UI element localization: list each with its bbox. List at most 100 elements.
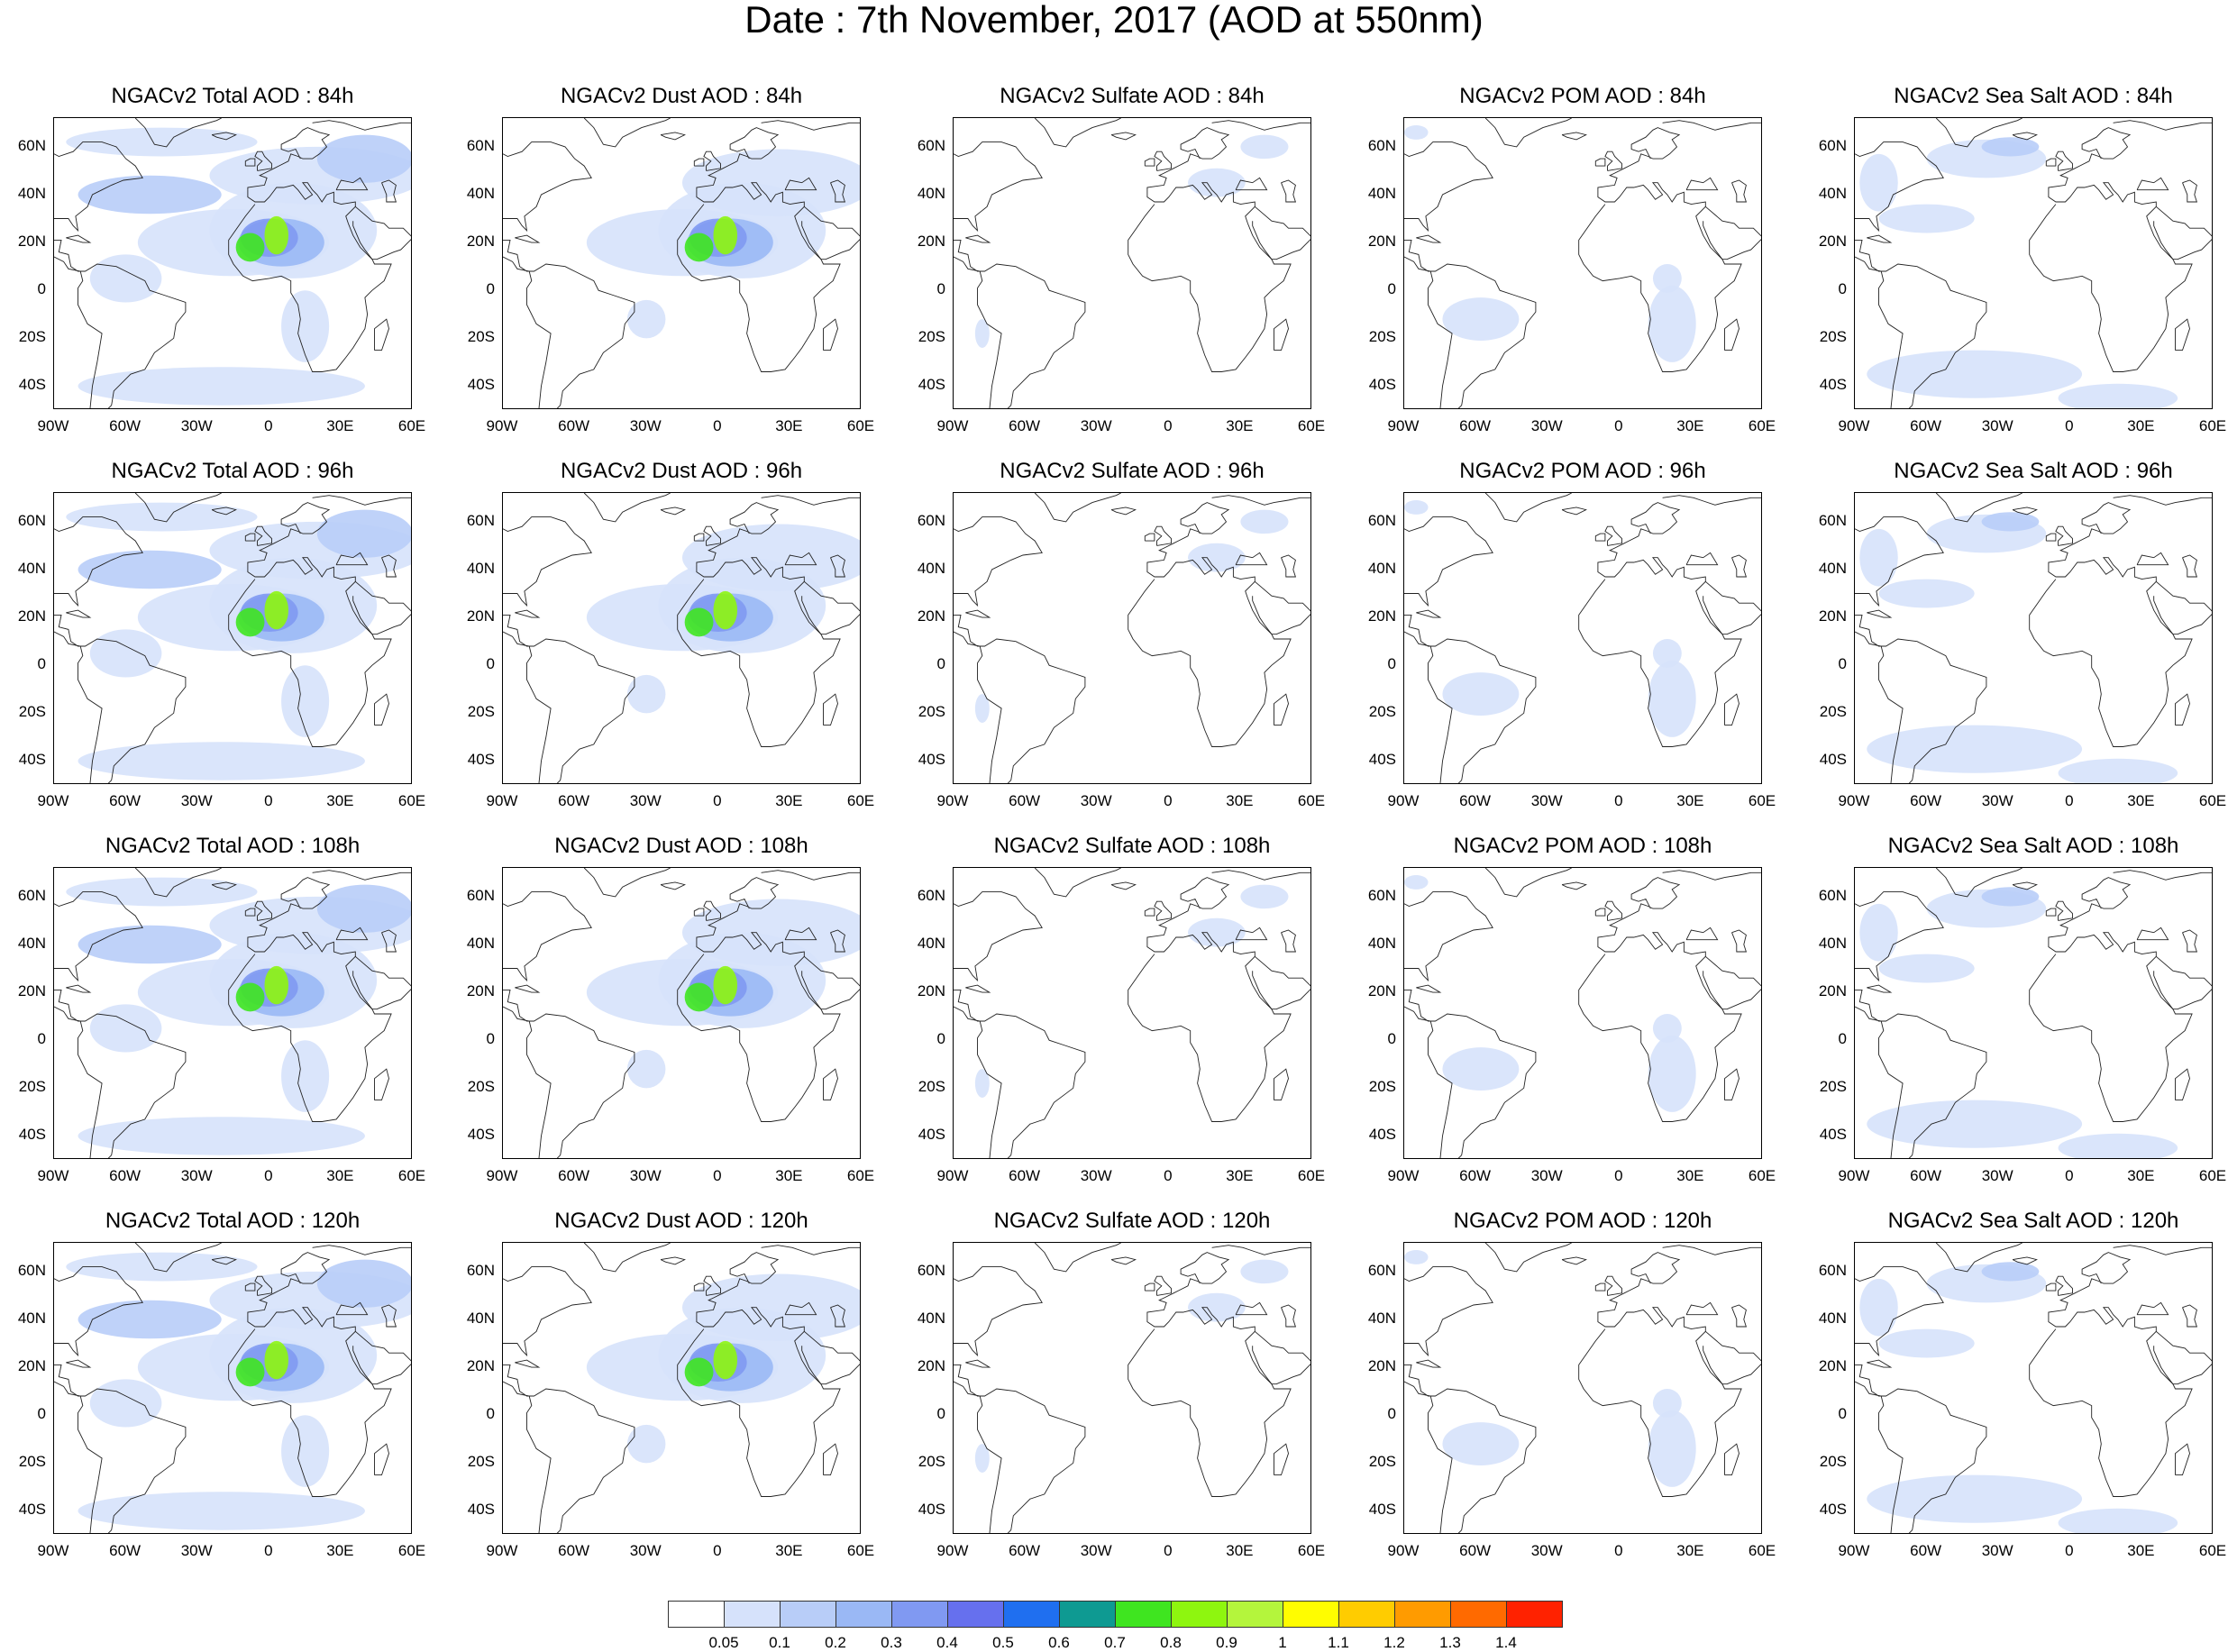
lat-tick-label: 60N (466, 511, 495, 529)
lat-tick-label: 20S (918, 328, 945, 346)
lat-tick-label: 40S (467, 1126, 495, 1144)
coastline (335, 1301, 369, 1316)
coastline (954, 1364, 1086, 1533)
lat-tick-label: 40N (466, 184, 495, 202)
lon-tick-label: 0 (1164, 417, 1173, 434)
lat-tick-label: 20N (1818, 233, 1847, 251)
lat-tick-label: 20S (1368, 1453, 1396, 1471)
coastline (660, 132, 686, 141)
coastline (54, 614, 187, 783)
lat-tick-label: 40N (917, 184, 945, 202)
lon-tick-label: 60W (1459, 1542, 1492, 1559)
coastline (1235, 177, 1268, 191)
coastline (965, 609, 991, 618)
coastline (352, 580, 411, 635)
lat-tick-label: 20N (17, 982, 46, 1000)
lon-tick-label: 60E (846, 1167, 875, 1184)
panel-title: NGACv2 Sulfate AOD : 96h (1000, 459, 1265, 483)
lat-tick-label: 20S (1819, 1078, 1847, 1096)
lon-tick-label: 30W (629, 1542, 662, 1559)
coastline (54, 141, 143, 233)
coastline (2012, 132, 2038, 141)
coastline (211, 881, 237, 890)
aod-shading (281, 290, 330, 362)
coastline (2045, 908, 2057, 917)
coastline (583, 493, 671, 523)
lon-tick-label: 30W (1530, 792, 1563, 809)
aod-map (54, 868, 411, 1158)
coastline (2055, 151, 2073, 171)
map-panel: NGACv2 POM AOD : 96h 60N 40N 20N 0 20S 40S 90W 6… (1349, 456, 1807, 820)
coastline (134, 868, 222, 898)
coastline (2045, 1282, 2057, 1291)
lat-tick-label: 0 (1838, 655, 1847, 673)
lon-tick-label: 30E (326, 1542, 354, 1559)
lat-tick-label: 0 (1387, 280, 1396, 298)
panel-title: NGACv2 POM AOD : 96h (1459, 459, 1706, 483)
colorbar-label: 0.7 (1104, 1634, 1126, 1651)
coastline (503, 614, 635, 783)
aod-shading (682, 899, 860, 966)
lat-tick-label: 60N (1818, 1261, 1847, 1279)
aod-map (1404, 118, 1761, 408)
lon-tick-label: 60W (1459, 792, 1492, 809)
aod-map (54, 493, 411, 783)
panel-title: NGACv2 Total AOD : 96h (111, 459, 354, 483)
map-panel: NGACv2 Sulfate AOD : 96h 60N 40N 20N 0 20S 40S… (899, 456, 1356, 820)
aod-shading (1404, 874, 1429, 890)
lon-tick-label: 60W (1009, 1542, 1041, 1559)
lat-tick-label: 0 (486, 1405, 495, 1423)
panel-title: NGACv2 Sulfate AOD : 108h (993, 834, 1271, 858)
coastline (1703, 955, 1761, 1010)
panel-title: NGACv2 Total AOD : 108h (105, 834, 361, 858)
aod-shading (1652, 1389, 1682, 1418)
lon-tick-label: 90W (936, 792, 969, 809)
coastline (503, 239, 635, 408)
lat-tick-label: 20S (918, 703, 945, 721)
lon-tick-label: 30W (180, 1542, 213, 1559)
aod-shading (89, 254, 162, 303)
coastline (1110, 132, 1137, 141)
coastline (801, 1330, 860, 1385)
lat-tick-label: 40S (918, 1126, 945, 1144)
coastline (1662, 495, 1761, 506)
aod-shading (1878, 579, 1975, 608)
map-frame (1403, 492, 1762, 784)
lat-tick-label: 40N (17, 184, 46, 202)
coastline (503, 516, 592, 607)
aod-shading (281, 665, 330, 737)
lon-tick-label: 60W (558, 792, 590, 809)
coastline (2136, 552, 2169, 566)
coastline (2029, 502, 2193, 747)
coastline (211, 507, 237, 516)
lon-tick-label: 30W (1981, 417, 2013, 434)
panel-title: NGACv2 Dust AOD : 108h (554, 834, 808, 858)
coastline (693, 158, 705, 167)
lat-tick-label: 40N (1367, 934, 1396, 952)
aod-shading (1188, 168, 1246, 197)
lat-tick-label: 40N (1818, 184, 1847, 202)
coastline (1274, 1443, 1289, 1476)
lon-tick-label: 30E (326, 792, 354, 809)
lon-tick-label: 30W (1080, 417, 1112, 434)
lat-tick-label: 0 (936, 655, 945, 673)
lat-tick-label: 20S (467, 703, 495, 721)
aod-map (954, 868, 1310, 1158)
coastline (1561, 881, 1587, 890)
lon-tick-label: 60E (846, 1542, 875, 1559)
coastline (965, 1359, 991, 1368)
lat-tick-label: 0 (1387, 655, 1396, 673)
lat-tick-label: 20S (467, 328, 495, 346)
coastline (1703, 580, 1761, 635)
lat-tick-label: 20N (1818, 1357, 1847, 1375)
lon-tick-label: 30E (326, 417, 354, 434)
lon-tick-label: 60W (1459, 417, 1492, 434)
coastline (1484, 493, 1572, 523)
colorbar-label: 0.9 (1216, 1634, 1237, 1651)
coastline (2113, 870, 2212, 881)
aod-map (1855, 493, 2212, 783)
coastline (761, 120, 860, 131)
lon-tick-label: 30E (1226, 417, 1254, 434)
lat-tick-label: 20N (466, 982, 495, 1000)
aod-map (54, 118, 411, 408)
